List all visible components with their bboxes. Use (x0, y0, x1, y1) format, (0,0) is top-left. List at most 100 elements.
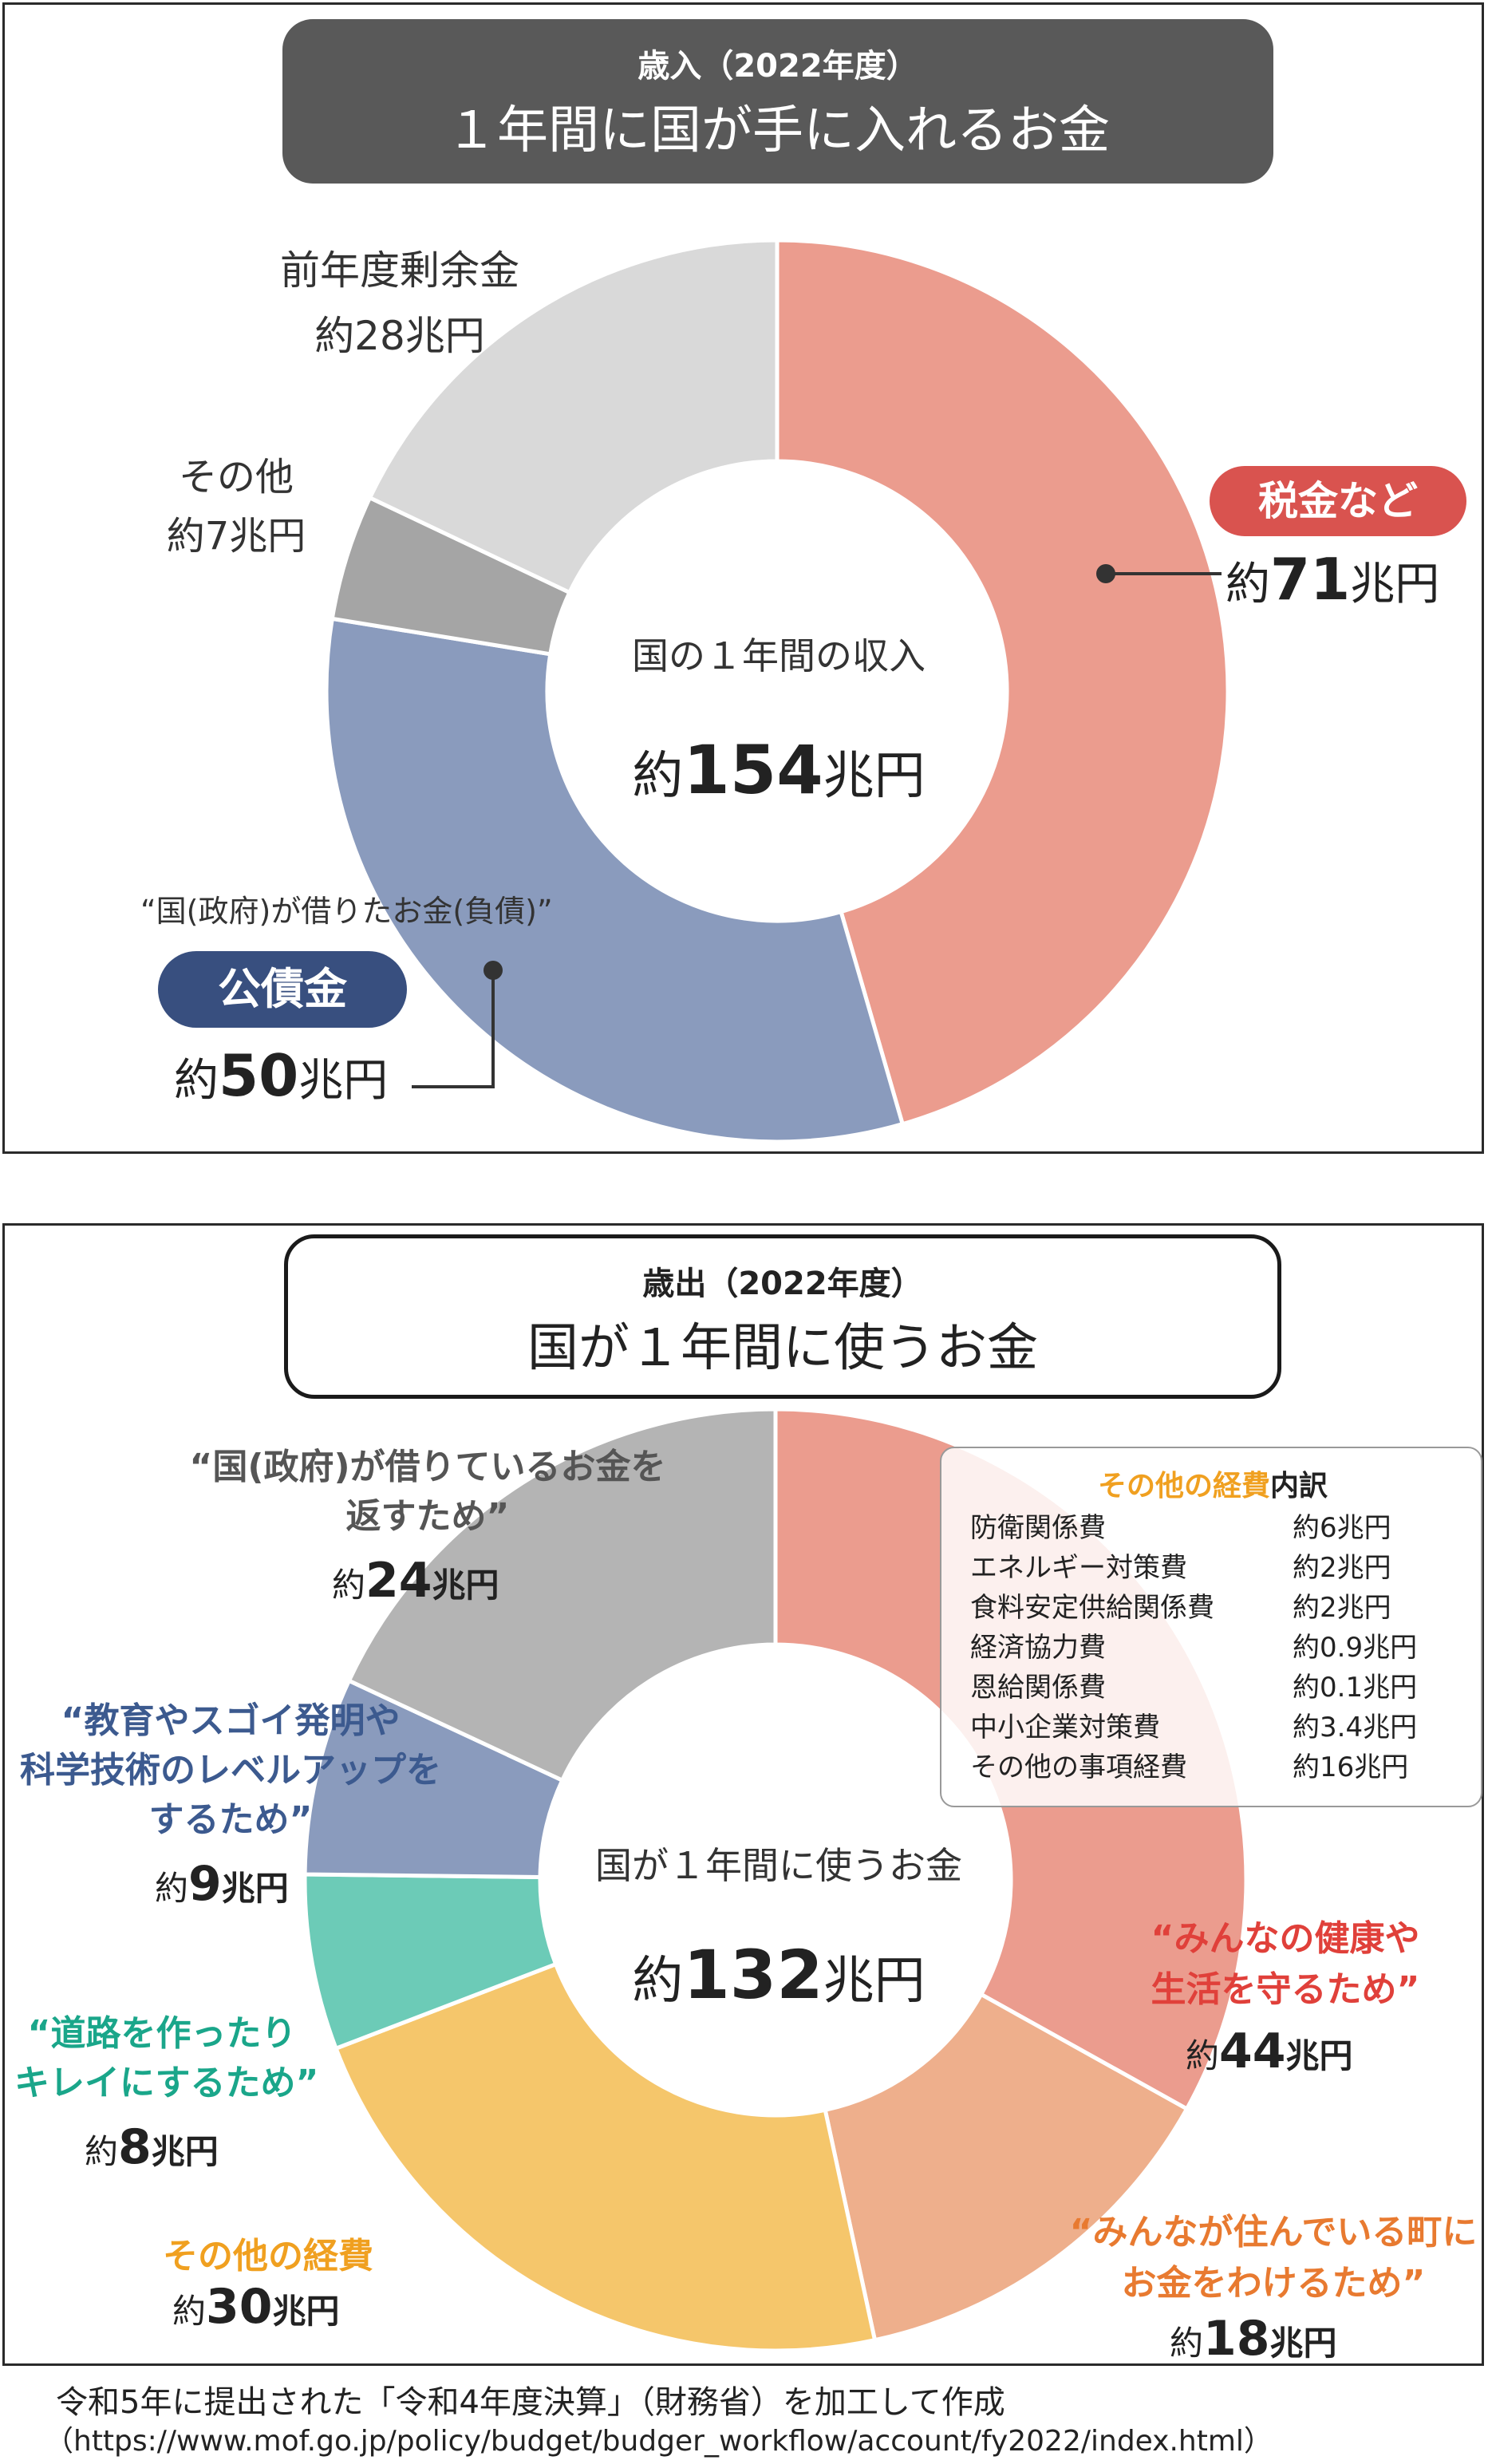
health-label: “みんなの健康や 生活を守るため” (1118, 1913, 1453, 2016)
edu-line1: “教育やスゴイ発明や (61, 1700, 401, 1741)
bond-amount: 約50兆円 (174, 1042, 388, 1109)
expenditure-header: 歳出（2022年度） 国が１年間に使うお金 (284, 1234, 1281, 1399)
health-line2: 生活を守るため” (1151, 1969, 1420, 2010)
revenue-other-value: 約7兆円 (166, 514, 306, 559)
expenditure-header-main: 国が１年間に使うお金 (527, 1319, 1038, 1378)
revenue-donut-chart (324, 238, 1230, 1144)
bond-value: 50 (219, 1042, 299, 1109)
breakdown-row-name: 食料安定供給関係費 (970, 1592, 1214, 1624)
other-prefix: 約 (172, 2292, 207, 2331)
revenue-slice (367, 238, 780, 595)
local-allocation-amount: 約18兆円 (1170, 2311, 1337, 2367)
edu-unit: 兆円 (221, 1869, 289, 1908)
revenue-header-main: １年間に国が手に入れるお金 (446, 101, 1110, 160)
surplus-name: 前年度剰余金 (280, 247, 519, 294)
debt-line2: 返すため” (345, 1496, 510, 1537)
breakdown-row-value: 約16兆円 (1293, 1751, 1409, 1783)
other-expenses-amount: 約30兆円 (172, 2279, 340, 2335)
bond-unit: 兆円 (298, 1055, 389, 1107)
roads-amount: 約8兆円 (85, 2119, 219, 2175)
revenue-other-label: その他 約7兆円 (124, 448, 348, 566)
bond-leader-dot (484, 961, 503, 980)
expenditure-header-sub: 歳出（2022年度） (642, 1266, 923, 1302)
other-unit: 兆円 (272, 2292, 340, 2331)
health-amount: 約44兆円 (1186, 2024, 1353, 2079)
debt-prefix: 約 (332, 1566, 366, 1605)
breakdown-row-value: 約2兆円 (1293, 1552, 1391, 1584)
revenue-center-total: 約154兆円 (563, 731, 994, 809)
revenue-slice (324, 616, 906, 1144)
health-line1: “みんなの健康や (1151, 1918, 1420, 1959)
edu-value: 9 (188, 1856, 222, 1912)
other-value: 30 (206, 2279, 273, 2335)
breakdown-title-rest: 内訳 (1270, 1470, 1328, 1502)
local-unit: 兆円 (1269, 2324, 1337, 2363)
edu-line2: 科学技術のレベルアップを (20, 1750, 441, 1791)
source-line2: （https://www.mof.go.jp/policy/budget/bud… (45, 2425, 1273, 2458)
bond-leader-line (412, 970, 495, 1088)
breakdown-row-value: 約3.4兆円 (1293, 1712, 1418, 1743)
revenue-slice (775, 238, 1230, 1127)
health-prefix: 約 (1186, 2036, 1220, 2075)
expenditure-center-label: 国が１年間に使うお金 (595, 1844, 962, 1887)
breakdown-row-value: 約0.9兆円 (1293, 1632, 1418, 1664)
surplus-value: 約28兆円 (314, 313, 485, 359)
expenditure-panel: 歳出（2022年度） 国が１年間に使うお金 その他の経費内訳 防衛関係費 約6兆円… (2, 1223, 1484, 2367)
tax-pill: 税金など (1210, 466, 1466, 536)
revenue-header-sub: 歳入（2022年度） (637, 48, 918, 85)
breakdown-row-name: 中小企業対策費 (970, 1712, 1160, 1743)
revenue-center-label: 国の１年間の収入 (632, 634, 926, 677)
expenditure-slice (333, 1961, 878, 2353)
local-value: 18 (1203, 2311, 1270, 2367)
tax-value: 71 (1270, 546, 1351, 613)
edu-prefix: 約 (155, 1869, 189, 1908)
breakdown-row-name: エネルギー対策費 (970, 1552, 1187, 1584)
tax-prefix: 約 (1226, 559, 1270, 610)
revenue-header: 歳入（2022年度） １年間に国が手に入れるお金 (282, 19, 1273, 184)
debt-service-label: “国(政府)が借りているお金を 返すため” (164, 1443, 691, 1542)
health-unit: 兆円 (1285, 2036, 1353, 2075)
debt-unit: 兆円 (432, 1566, 499, 1605)
education-label: “教育やスゴイ発明や 科学技術のレベルアップを するため” (11, 1696, 450, 1845)
breakdown-title: その他の経費内訳 (941, 1463, 1484, 1504)
expenditure-center-prefix: 約 (632, 1952, 684, 2011)
expenditure-slice (823, 1992, 1190, 2343)
local-line1: “みんなが住んでいる町に (1069, 2212, 1478, 2253)
breakdown-row-name: 恩給関係費 (970, 1672, 1106, 1704)
bond-prefix: 約 (174, 1055, 219, 1107)
bond-pill: 公債金 (158, 951, 407, 1028)
edu-line3: するため” (148, 1799, 313, 1840)
roads-label: “道路を作ったり キレイにするため” (14, 2009, 319, 2108)
tax-amount: 約71兆円 (1226, 546, 1439, 613)
roads-line2: キレイにするため” (14, 2063, 319, 2103)
expenditure-center-unit: 兆円 (823, 1952, 926, 2011)
local-line2: お金をわけるため” (1121, 2263, 1426, 2304)
breakdown-row-name: 防衛関係費 (970, 1512, 1106, 1544)
debt-value: 24 (365, 1553, 432, 1609)
roads-unit: 兆円 (151, 2132, 219, 2171)
debt-line1: “国(政府)が借りているお金を (189, 1447, 666, 1487)
breakdown-row-value: 約2兆円 (1293, 1592, 1391, 1624)
roads-value: 8 (118, 2119, 152, 2175)
revenue-other-name: その他 (178, 455, 294, 500)
revenue-panel: 歳入（2022年度） １年間に国が手に入れるお金 国の１年間の収入 約154兆円… (2, 2, 1484, 1154)
bond-note: “国(政府)が借りたお金(負債)” (140, 894, 553, 929)
expenditure-center-value: 132 (683, 1936, 823, 2014)
breakdown-row-value: 約0.1兆円 (1293, 1672, 1418, 1704)
breakdown-row-value: 約6兆円 (1293, 1512, 1391, 1544)
tax-leader-dot (1096, 564, 1115, 583)
other-expenses-label: その他の経費 (163, 2236, 373, 2276)
local-allocation-label: “みんなが住んでいる町に お金をわけるため” (1050, 2207, 1488, 2309)
surplus-label: 前年度剰余金 約28兆円 (248, 238, 551, 369)
revenue-center-unit: 兆円 (823, 747, 926, 806)
revenue-center-prefix: 約 (632, 747, 684, 806)
revenue-center-value: 154 (683, 731, 823, 809)
health-value: 44 (1219, 2024, 1286, 2079)
roads-prefix: 約 (85, 2132, 119, 2171)
breakdown-title-accent: その他の経費 (1097, 1470, 1270, 1502)
roads-line1: “道路を作ったり (27, 2013, 297, 2054)
local-prefix: 約 (1170, 2324, 1204, 2363)
expenditure-center-total: 約132兆円 (563, 1936, 994, 2014)
education-amount: 約9兆円 (155, 1856, 289, 1912)
expenditure-slice (346, 1407, 778, 1783)
